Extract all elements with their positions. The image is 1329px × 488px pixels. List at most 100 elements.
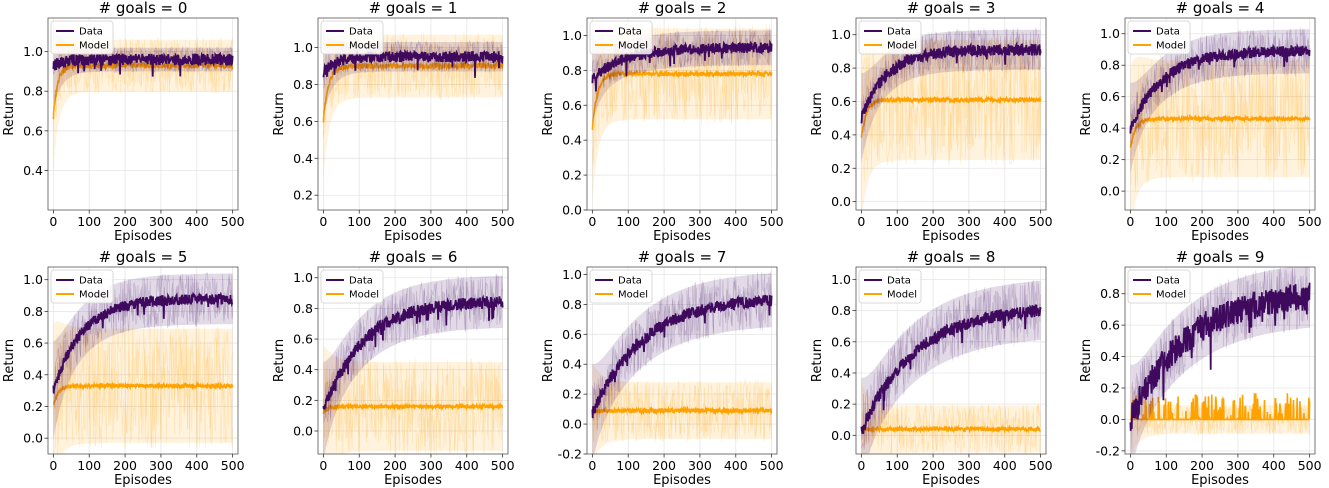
data-band	[861, 280, 1041, 454]
y-axis-label: Return	[541, 92, 556, 135]
y-tick-label: 0.8	[23, 304, 43, 319]
x-tick-label: 0	[49, 458, 57, 473]
model-run-trace	[861, 34, 1041, 171]
plot-area	[591, 271, 773, 454]
y-tick-label: -0.2	[1096, 443, 1120, 458]
x-tick-label: 100	[347, 214, 371, 229]
x-tick-label: 100	[347, 458, 371, 473]
y-tick-label: 0.2	[1100, 152, 1120, 167]
y-axis-label: Return	[541, 339, 556, 382]
x-tick-label: 100	[885, 214, 909, 229]
y-tick-label: 0.8	[562, 63, 582, 78]
x-tick-label: 200	[383, 458, 407, 473]
y-axis-label: Return	[2, 92, 17, 135]
y-tick-label: 1.0	[293, 270, 313, 285]
model-run-trace	[861, 403, 1041, 454]
legend-label: Model	[618, 290, 648, 301]
y-axis-label: Return	[1079, 92, 1094, 135]
legend-label: Data	[349, 276, 373, 287]
axes-frame	[586, 266, 778, 455]
y-tick-label: 0.6	[1100, 89, 1120, 104]
data-line	[591, 294, 773, 419]
legend: Data Model	[50, 20, 114, 55]
legend: Data Model	[589, 20, 653, 55]
legend-label: Data	[1156, 276, 1180, 287]
y-tick-label: 0.0	[562, 203, 582, 218]
y-axis-label: Return	[810, 339, 825, 382]
axes-frame	[47, 266, 239, 455]
y-tick-label: 0.4	[23, 367, 43, 382]
y-tick-label: 0.6	[293, 332, 313, 347]
y-tick-label: 0.8	[1100, 58, 1120, 73]
y-tick-label: 0.8	[831, 303, 851, 318]
legend-label: Model	[349, 41, 379, 52]
subplot-title: # goals = 8	[907, 248, 996, 266]
y-axis-label: Return	[1079, 339, 1094, 382]
y-tick-label: 1.0	[831, 272, 851, 287]
x-tick-label: 300	[688, 214, 712, 229]
data-line	[1129, 282, 1311, 431]
data-line	[322, 294, 504, 410]
x-tick-label: 300	[419, 214, 443, 229]
y-tick-label: 0.6	[562, 98, 582, 113]
x-tick-label: 400	[455, 214, 479, 229]
axes-frame	[586, 17, 778, 211]
x-axis-label: Episodes	[114, 473, 172, 488]
data-band	[592, 273, 772, 454]
y-tick-label: 0.6	[293, 114, 313, 129]
y-tick-label: 1.0	[831, 27, 851, 42]
y-tick-label: 0.2	[23, 399, 43, 414]
y-tick-label: 0.2	[562, 168, 582, 183]
data-line	[591, 39, 773, 92]
x-tick-label: 200	[383, 214, 407, 229]
x-tick-label: 200	[652, 214, 676, 229]
x-tick-label: 200	[921, 458, 945, 473]
model-band	[53, 321, 233, 454]
x-tick-label: 100	[1154, 214, 1178, 229]
subplot-title: # goals = 2	[638, 0, 727, 17]
model-band	[1130, 56, 1310, 210]
y-tick-label: 0.6	[23, 123, 43, 138]
model-run-trace	[1130, 403, 1310, 436]
x-tick-label: 200	[921, 214, 945, 229]
data-run-trace	[861, 27, 1041, 122]
axes-frame	[855, 17, 1047, 211]
y-tick-label: 0.4	[293, 151, 313, 166]
axes-frame	[317, 17, 509, 211]
axes-frame	[317, 266, 509, 455]
legend: Data Model	[589, 269, 653, 304]
model-run-trace	[323, 31, 503, 137]
model-line	[591, 405, 773, 416]
x-tick-label: 0	[1126, 214, 1134, 229]
model-line	[322, 401, 504, 415]
model-run-trace	[592, 24, 772, 167]
y-tick-label: 0.4	[562, 357, 582, 372]
x-axis-label: Episodes	[384, 229, 442, 244]
subplot-2: 0 100 200 300 400 500 0.0 0.2 0.4 0.6 0.8 1.0 # goal…	[541, 0, 784, 244]
x-tick-label: 500	[221, 458, 245, 473]
subplot-6: 0 100 200 300 400 500 0.0 0.2 0.4 0.6 0.8 1.0 # goal…	[272, 248, 515, 488]
x-axis-label: Episodes	[1191, 229, 1249, 244]
x-tick-label: 500	[1298, 214, 1322, 229]
x-tick-label: 300	[1226, 214, 1250, 229]
x-tick-label: 100	[616, 214, 640, 229]
y-tick-label: 0.6	[1100, 318, 1120, 333]
legend-label: Model	[1156, 290, 1186, 301]
subplot-title: # goals = 5	[99, 248, 188, 266]
y-tick-label: 0.0	[23, 431, 43, 446]
y-tick-label: 0.4	[831, 365, 851, 380]
y-tick-label: 0.8	[562, 297, 582, 312]
legend-label: Data	[618, 276, 642, 287]
y-tick-label: 0.2	[831, 397, 851, 412]
model-run-trace	[861, 403, 1041, 454]
y-axis-label: Return	[2, 339, 17, 382]
legend: Data Model	[858, 269, 922, 304]
x-tick-label: 300	[688, 458, 712, 473]
plot-area	[1129, 267, 1311, 454]
y-tick-label: 0.8	[293, 301, 313, 316]
legend-label: Model	[1156, 41, 1186, 52]
y-tick-label: 0.8	[1100, 286, 1120, 301]
legend: Data Model	[320, 20, 384, 55]
subplot-1: 0 100 200 300 400 500 0.2 0.4 0.6 0.8 1.0 # goals =…	[272, 0, 515, 244]
y-tick-label: 0.0	[562, 417, 582, 432]
